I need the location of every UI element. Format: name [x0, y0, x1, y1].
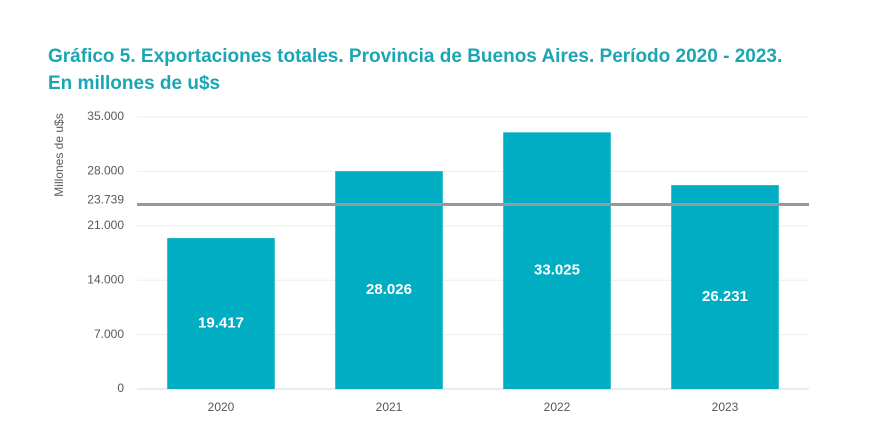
y-tick-label: 28.000: [87, 164, 124, 178]
y-tick-label: 7.000: [94, 327, 124, 341]
y-tick-label: 35.000: [87, 109, 124, 123]
chart-subtitle: En millones de u$s: [48, 73, 220, 94]
value-label: 26.231: [702, 288, 748, 305]
bar: [503, 132, 611, 389]
value-label: 19.417: [198, 315, 244, 332]
value-label: 28.026: [366, 281, 412, 298]
reference-label: 23.739: [87, 193, 124, 207]
y-tick-label: 0: [117, 381, 124, 395]
x-tick-label: 2022: [544, 400, 571, 414]
chart-title: Gráfico 5. Exportaciones totales. Provin…: [48, 46, 782, 67]
x-tick-label: 2023: [712, 400, 739, 414]
bar: [167, 238, 275, 389]
bar: [335, 171, 443, 389]
bar: [671, 185, 779, 389]
value-label: 33.025: [534, 262, 580, 279]
x-tick-label: 2021: [376, 400, 403, 414]
y-tick-label: 14.000: [87, 272, 124, 286]
y-axis-label: Millones de u$s: [52, 113, 66, 196]
x-tick-label: 2020: [208, 400, 235, 414]
y-tick-label: 21.000: [87, 218, 124, 232]
